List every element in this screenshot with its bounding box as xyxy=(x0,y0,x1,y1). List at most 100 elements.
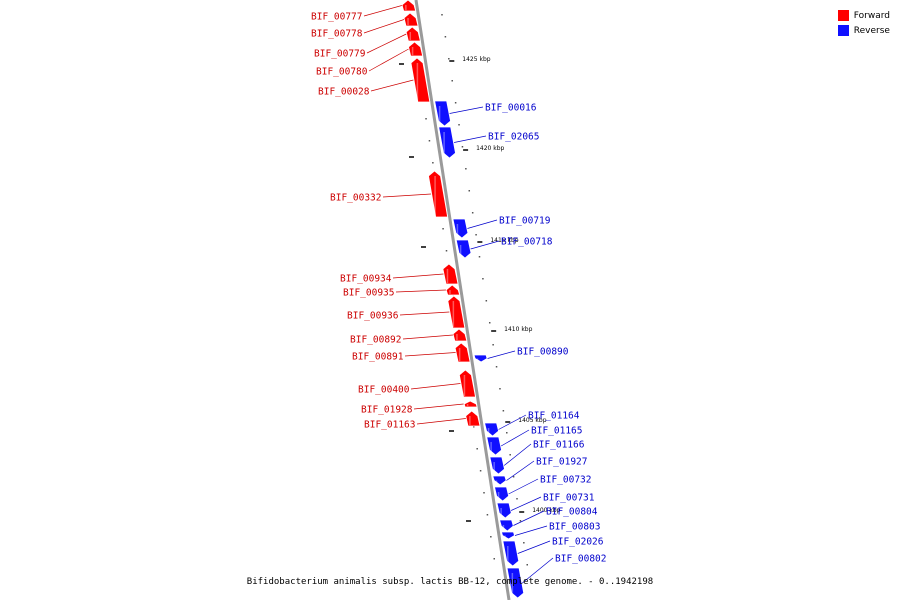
gene-bif-00890[interactable]: BIF_00890 xyxy=(473,347,569,363)
gene-label[interactable]: BIF_00890 xyxy=(517,347,569,358)
gene-arrow[interactable] xyxy=(484,422,500,437)
gene-bif-00936[interactable]: BIF_00936 xyxy=(347,295,466,329)
gene-arrow[interactable] xyxy=(499,519,514,532)
gene-bif-00732[interactable]: BIF_00732 xyxy=(493,475,591,502)
gene-leader-line xyxy=(454,135,487,143)
gene-label[interactable]: BIF_00934 xyxy=(340,274,392,285)
gene-bif-01166[interactable]: BIF_01166 xyxy=(489,440,585,475)
gene-bif-00804[interactable]: BIF_00804 xyxy=(499,507,598,532)
gene-arrow[interactable] xyxy=(486,436,502,456)
gene-label[interactable]: BIF_02065 xyxy=(488,132,539,143)
gene-bif-01165[interactable]: BIF_01165 xyxy=(486,426,583,456)
gene-label[interactable]: BIF_00016 xyxy=(485,103,537,114)
gene-leader-line xyxy=(395,289,446,293)
gene-label[interactable]: BIF_00400 xyxy=(358,385,410,396)
gene-bif-00779[interactable]: BIF_00779 xyxy=(314,26,421,60)
gene-arrow[interactable] xyxy=(405,26,421,42)
gene-arrow[interactable] xyxy=(506,567,525,599)
gene-bif-00934[interactable]: BIF_00934 xyxy=(340,263,459,285)
gene-arrow[interactable] xyxy=(455,239,472,259)
gene-bif-00777[interactable]: BIF_00777 xyxy=(311,0,417,23)
gene-arrow[interactable] xyxy=(428,170,449,218)
guide-dot xyxy=(492,344,494,346)
guide-dot xyxy=(461,146,464,148)
gene-arrow[interactable] xyxy=(434,100,451,127)
gene-leader-line xyxy=(382,193,432,198)
gene-arrow[interactable] xyxy=(492,475,507,486)
gene-arrow[interactable] xyxy=(445,284,461,296)
gene-arrow[interactable] xyxy=(452,328,468,342)
gene-bif-00778[interactable]: BIF_00778 xyxy=(311,12,419,40)
gene-label[interactable]: BIF_00332 xyxy=(330,193,381,204)
gene-arrow[interactable] xyxy=(465,410,481,427)
gene-arrow[interactable] xyxy=(493,486,510,502)
gene-label[interactable]: BIF_00803 xyxy=(549,522,600,533)
gene-arrow[interactable] xyxy=(403,12,419,27)
gene-label[interactable]: BIF_00731 xyxy=(543,493,595,504)
gene-label[interactable]: BIF_01163 xyxy=(364,420,415,431)
gene-bif-00719[interactable]: BIF_00719 xyxy=(452,216,551,239)
gene-bif-00891[interactable]: BIF_00891 xyxy=(352,342,471,363)
gene-arrow[interactable] xyxy=(408,41,424,57)
gene-label[interactable]: BIF_02026 xyxy=(552,537,604,548)
gene-label[interactable]: BIF_00891 xyxy=(352,352,404,363)
gene-bif-01927[interactable]: BIF_01927 xyxy=(492,457,588,486)
gene-label[interactable]: BIF_00777 xyxy=(311,12,362,23)
gene-bif-02065[interactable]: BIF_02065 xyxy=(438,126,540,159)
gene-bif-00731[interactable]: BIF_00731 xyxy=(496,493,595,519)
gene-bif-00780[interactable]: BIF_00780 xyxy=(316,41,424,78)
gene-label[interactable]: BIF_00892 xyxy=(350,335,401,346)
gene-label[interactable]: BIF_00778 xyxy=(311,29,363,40)
guide-dot xyxy=(471,212,474,214)
gene-label[interactable]: BIF_00718 xyxy=(501,237,553,248)
gene-leader-line xyxy=(363,5,402,17)
gene-bif-00892[interactable]: BIF_00892 xyxy=(350,328,468,346)
gene-arrow[interactable] xyxy=(452,218,469,239)
gene-label[interactable]: BIF_00802 xyxy=(555,554,606,565)
gene-arrow[interactable] xyxy=(447,295,466,329)
gene-arrow[interactable] xyxy=(410,57,431,103)
gene-arrow[interactable] xyxy=(496,502,512,519)
gene-arrow[interactable] xyxy=(473,354,488,363)
gene-arrow[interactable] xyxy=(500,531,516,540)
gene-arrow[interactable] xyxy=(401,0,417,12)
gene-arrow[interactable] xyxy=(463,400,478,408)
gene-arrow[interactable] xyxy=(438,126,456,159)
gene-bif-00803[interactable]: BIF_00803 xyxy=(500,522,600,540)
legend-label-reverse: Reverse xyxy=(853,25,890,36)
gene-bif-00935[interactable]: BIF_00935 xyxy=(343,284,461,299)
gene-bif-02026[interactable]: BIF_02026 xyxy=(502,537,604,567)
gene-label[interactable]: BIF_00935 xyxy=(343,288,394,299)
gene-leader-line xyxy=(467,219,498,229)
gene-bif-00718[interactable]: BIF_00718 xyxy=(455,237,553,259)
gene-bif-01163[interactable]: BIF_01163 xyxy=(364,410,481,431)
gene-label[interactable]: BIF_00780 xyxy=(316,67,368,78)
gene-label[interactable]: BIF_00732 xyxy=(540,475,591,486)
gene-arrow[interactable] xyxy=(502,540,520,567)
gene-label[interactable]: BIF_01165 xyxy=(531,426,582,437)
gene-label[interactable]: BIF_00028 xyxy=(318,87,370,98)
genome-caption: Bifidobacterium animalis subsp. lactis B… xyxy=(246,577,654,587)
gene-bif-00028[interactable]: BIF_00028 xyxy=(318,57,431,103)
gene-bif-00400[interactable]: BIF_00400 xyxy=(358,369,477,398)
gene-bif-01928[interactable]: BIF_01928 xyxy=(361,400,478,416)
gene-label[interactable]: BIF_00719 xyxy=(499,216,551,227)
gene-label[interactable]: BIF_01164 xyxy=(528,411,580,422)
guide-dot xyxy=(478,256,481,258)
gene-label[interactable]: BIF_01928 xyxy=(361,405,413,416)
gene-label[interactable]: BIF_01166 xyxy=(533,440,585,451)
gene-bif-01164[interactable]: BIF_01164 xyxy=(484,411,580,437)
gene-arrow[interactable] xyxy=(489,456,505,475)
gene-arrow[interactable] xyxy=(458,369,477,398)
gene-arrow[interactable] xyxy=(442,263,459,285)
gene-bif-00332[interactable]: BIF_00332 xyxy=(330,170,449,218)
guide-dot xyxy=(499,388,501,390)
gene-label[interactable]: BIF_00936 xyxy=(347,311,399,322)
gene-arrow[interactable] xyxy=(454,342,471,363)
gene-label[interactable]: BIF_01927 xyxy=(536,457,587,468)
guide-dot xyxy=(476,448,478,450)
gene-bif-00016[interactable]: BIF_00016 xyxy=(434,100,537,127)
gene-label[interactable]: BIF_00779 xyxy=(314,49,366,60)
gene-label[interactable]: BIF_00804 xyxy=(546,507,598,518)
gene-bif-00802[interactable]: BIF_00802 xyxy=(506,554,606,599)
